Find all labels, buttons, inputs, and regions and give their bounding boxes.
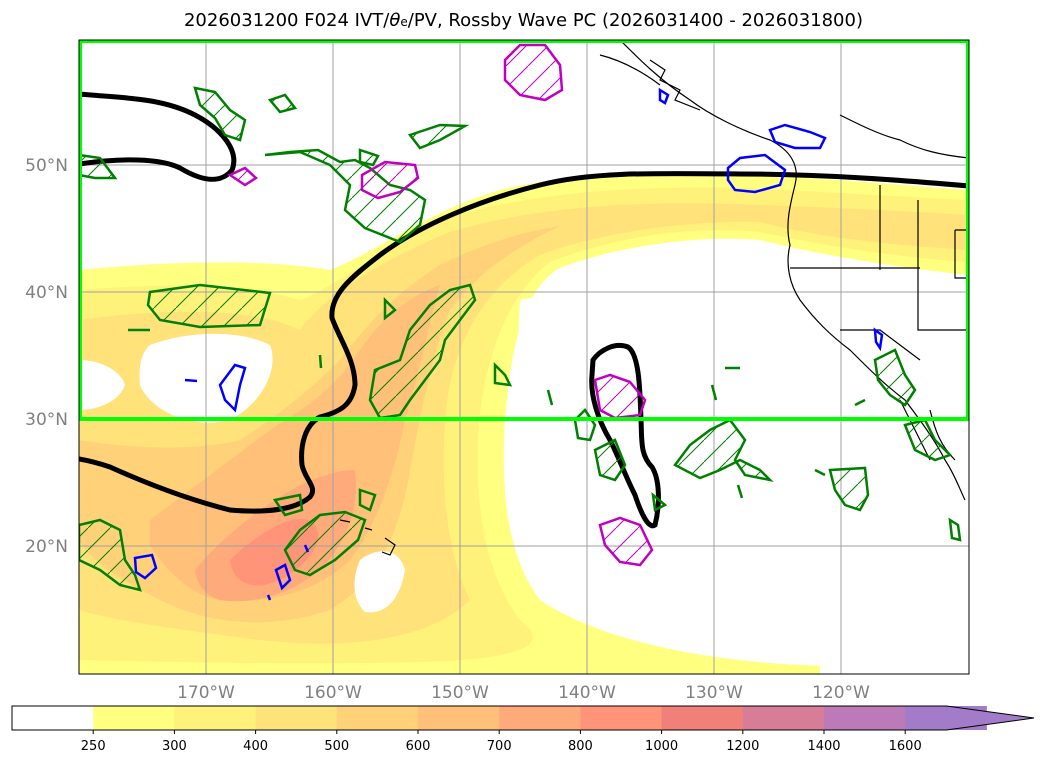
- colorbar-swatch: [336, 706, 419, 730]
- colorbar-level-label: 500: [324, 739, 349, 754]
- colorbar-level-label: 1200: [726, 739, 759, 754]
- lon-labels: 170°W 160°W 150°W 140°W 130°W 120°W: [177, 683, 870, 703]
- colorbar-level-label: 1400: [807, 739, 840, 754]
- lon-label-130w: 130°W: [685, 683, 743, 703]
- colorbar-level-label: 800: [568, 739, 593, 754]
- colorbar-swatch: [93, 706, 175, 730]
- colorbar-level-label: 1000: [645, 739, 678, 754]
- colorbar-level-label: 600: [406, 739, 431, 754]
- lat-label-40: 40°N: [25, 283, 68, 303]
- colorbar: 250 300 400 500 600 700 800 1000 1200 1400 1600: [11, 705, 1035, 754]
- analysis-box: [79, 40, 969, 421]
- pv-magenta-contours: [227, 43, 654, 567]
- colorbar-level-label: 1600: [889, 739, 922, 754]
- lat-labels: 50°N 40°N 30°N 20°N: [25, 156, 68, 557]
- colorbar-swatch: [742, 706, 825, 730]
- colorbar-outline: [11, 705, 1035, 731]
- lon-label-160w: 160°W: [304, 683, 362, 703]
- map-title: 2026031200 F024 IVT/θe/PV, Rossby Wave P…: [183, 10, 863, 31]
- colorbar-level-label: 400: [243, 739, 268, 754]
- colorbar-swatch: [499, 706, 581, 730]
- colorbar-level-label: 700: [487, 739, 512, 754]
- ivt-shading: [79, 172, 969, 674]
- lon-label-150w: 150°W: [431, 683, 489, 703]
- pv-blue-contours: [133, 87, 884, 601]
- colorbar-swatch: [174, 706, 257, 730]
- colorbar-swatch: [824, 706, 906, 730]
- colorbar-extend-arrow: [905, 706, 1034, 730]
- pv-green-small: [128, 296, 962, 542]
- colorbar-swatch: [12, 706, 94, 730]
- colorbar-swatch: [418, 706, 500, 730]
- colorbar-level-label: 300: [162, 739, 187, 754]
- colorbar-level-label: 250: [81, 739, 106, 754]
- colorbar-swatch: [580, 706, 663, 730]
- lat-label-30: 30°N: [25, 410, 68, 430]
- lon-label-140w: 140°W: [558, 683, 616, 703]
- colorbar-swatch: [661, 706, 744, 730]
- lat-label-50: 50°N: [25, 156, 68, 176]
- rossby-wave-contours: [79, 91, 969, 529]
- map-frame: [78, 39, 970, 675]
- pv-green-contours: [79, 86, 953, 592]
- lon-label-170w: 170°W: [177, 683, 235, 703]
- lon-label-120w: 120°W: [812, 683, 870, 703]
- lat-label-20: 20°N: [25, 537, 68, 557]
- colorbar-swatch: [255, 706, 338, 730]
